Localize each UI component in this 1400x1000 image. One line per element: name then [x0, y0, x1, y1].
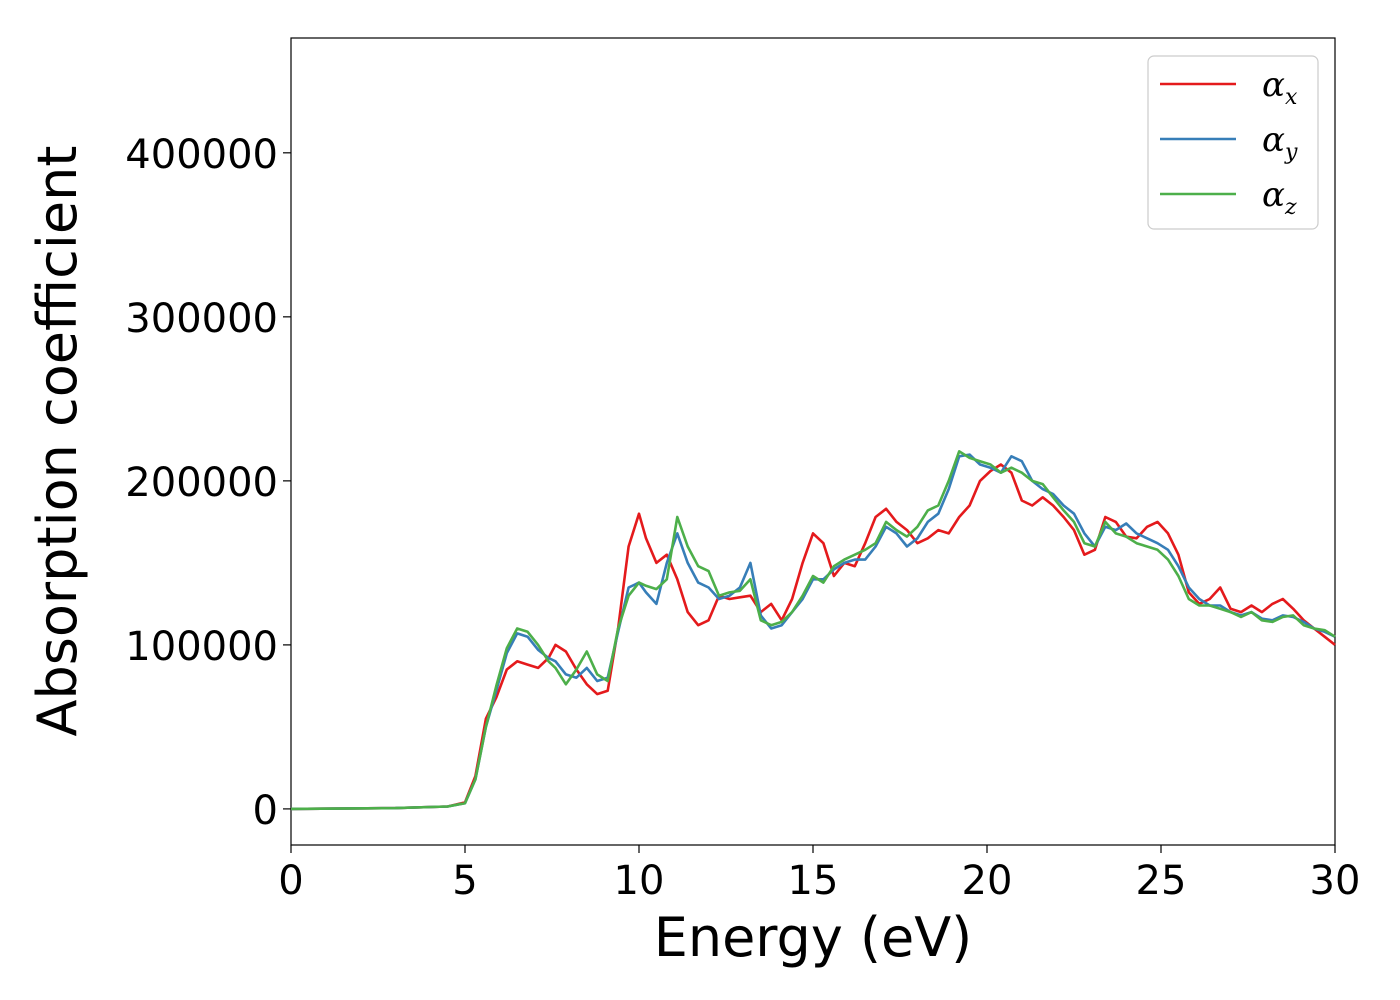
series-line-alpha-z: [290, 450, 1336, 811]
y-tick-label: 100000: [125, 624, 278, 670]
y-ticks: 0 100000 200000 300000 400000: [125, 132, 291, 834]
x-tick-label: 30: [1310, 858, 1361, 904]
y-tick-label: 0: [253, 788, 278, 834]
legend-label-alpha-z: αz: [1262, 175, 1297, 220]
legend-subscript: x: [1285, 85, 1298, 110]
legend-label-alpha-y: αy: [1262, 120, 1298, 165]
series-line-alpha-y: [290, 453, 1336, 811]
legend-label-alpha-x: αx: [1262, 65, 1298, 110]
legend-symbol: α: [1262, 65, 1285, 105]
x-tick-label: 0: [278, 858, 303, 904]
x-tick-label: 25: [1136, 858, 1187, 904]
x-tick-label: 5: [452, 858, 477, 904]
legend-subscript: z: [1284, 195, 1297, 220]
x-tick-label: 20: [962, 858, 1013, 904]
y-axis-title: Absorption coefficient: [26, 146, 89, 737]
legend-subscript: y: [1284, 140, 1298, 165]
x-axis-title: Energy (eV): [654, 906, 973, 969]
legend-symbol: α: [1262, 175, 1285, 215]
x-tick-label: 10: [614, 858, 665, 904]
series-line-alpha-x: [290, 463, 1336, 811]
x-ticks: 0 5 10 15 20 25 30: [278, 845, 1360, 904]
y-tick-label: 200000: [125, 460, 278, 506]
legend-symbol: α: [1262, 120, 1285, 160]
legend-box: [1147, 55, 1319, 230]
series-layer: [290, 450, 1336, 811]
y-tick-label: 400000: [125, 132, 278, 178]
x-tick-label: 15: [788, 858, 839, 904]
y-tick-label: 300000: [125, 296, 278, 342]
